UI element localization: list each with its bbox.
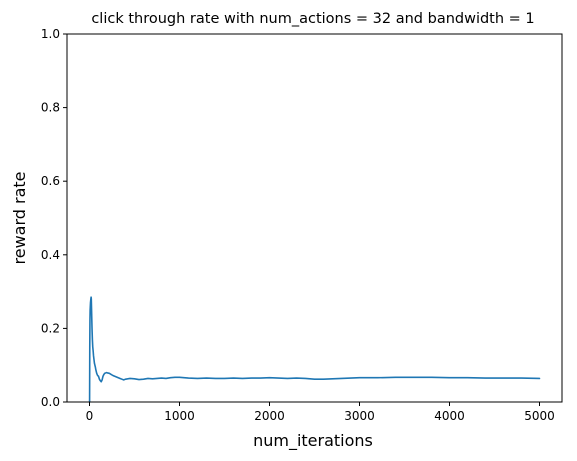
x-tick-label: 2000: [254, 409, 285, 423]
x-tick-label: 0: [86, 409, 94, 423]
plot-frame: [66, 33, 563, 403]
x-tick-label: 4000: [434, 409, 465, 423]
x-tick-label: 1000: [164, 409, 195, 423]
x-axis-label: num_iterations: [253, 431, 373, 451]
y-tick-label: 0.4: [41, 248, 60, 262]
x-axis-ticks: 0 1000 2000 3000 4000 5000: [86, 402, 555, 423]
x-tick-label: 3000: [344, 409, 375, 423]
y-tick-label: 0.2: [41, 321, 60, 335]
y-tick-label: 0.0: [41, 395, 60, 409]
x-tick-label: 5000: [524, 409, 555, 423]
y-tick-label: 0.8: [41, 101, 60, 115]
y-tick-label: 0.6: [41, 174, 60, 188]
y-axis-label: reward rate: [10, 172, 29, 265]
y-axis-ticks: 0.0 0.2 0.4 0.6 0.8 1.0: [41, 27, 67, 409]
y-tick-label: 1.0: [41, 27, 60, 41]
chart-title: click through rate with num_actions = 32…: [91, 11, 534, 27]
series-line-1: [88, 296, 541, 403]
plot-area: [66, 33, 563, 403]
